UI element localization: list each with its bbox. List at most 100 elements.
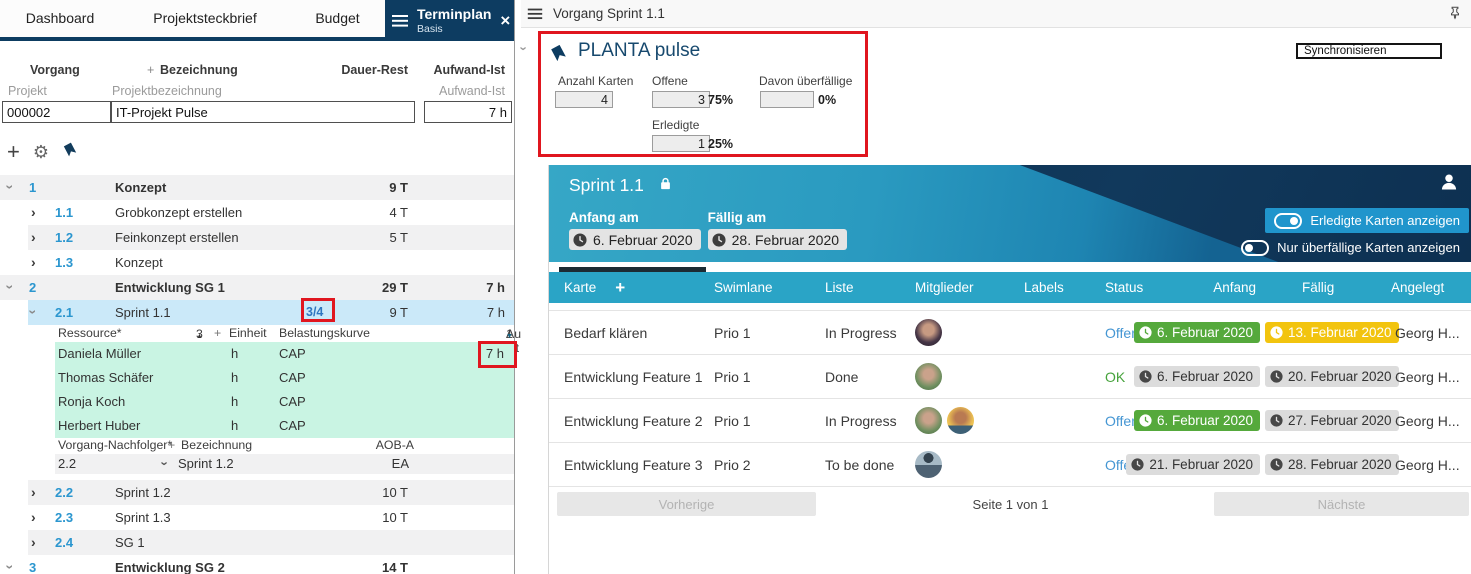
tree-row[interactable]: 2.4 SG 1 [0, 530, 514, 555]
filter-toggle[interactable]: Nur überfällige Karten anzeigen [1232, 235, 1469, 260]
tree-row[interactable]: 3 Entwicklung SG 2 14 T [0, 555, 514, 574]
task-number[interactable]: 1.3 [55, 255, 74, 270]
task-number[interactable]: 1.1 [55, 205, 74, 220]
chevron-icon[interactable] [31, 534, 46, 551]
menu-icon[interactable] [392, 14, 408, 27]
successor-add-icon[interactable]: + [168, 438, 176, 452]
chevron-icon[interactable] [31, 484, 46, 501]
successor-row[interactable]: 2.2 Sprint 1.2 EA [0, 454, 514, 474]
collapse-chevron-icon[interactable] [522, 40, 526, 58]
anzahl-karten-field[interactable] [555, 91, 613, 108]
col-status[interactable]: Status [1105, 280, 1144, 295]
tree-row[interactable]: 1.2 Feinkonzept erstellen 5 T [0, 225, 514, 250]
project-id-field[interactable] [2, 101, 111, 123]
card-title[interactable]: Bedarf klären [564, 324, 648, 341]
previous-page-button[interactable]: Vorherige [557, 492, 816, 516]
tree-row[interactable]: 1 Konzept 9 T [0, 175, 514, 200]
resource-title[interactable]: Ressource* [58, 326, 122, 340]
add-column-icon[interactable]: + [147, 63, 155, 77]
lock-icon[interactable] [658, 175, 673, 196]
col-vorgang[interactable]: Vorgang [30, 63, 80, 77]
card-title[interactable]: Entwicklung Feature 2 [564, 412, 703, 429]
toggle-icon[interactable] [1241, 239, 1270, 256]
project-aufwand-field[interactable] [424, 101, 512, 123]
user-icon[interactable] [1439, 172, 1459, 197]
col-liste[interactable]: Liste [825, 280, 854, 295]
offene-field[interactable] [652, 91, 710, 108]
chevron-icon[interactable] [31, 509, 46, 526]
col-belastungskurve[interactable]: Belastungskurve [279, 326, 370, 340]
chevron-icon[interactable] [8, 559, 23, 574]
pulse-flag-icon[interactable] [62, 141, 78, 163]
col-einheit[interactable]: Einheit [229, 326, 267, 340]
next-page-button[interactable]: Nächste [1214, 492, 1469, 516]
tree-row[interactable]: 1.1 Grobkonzept erstellen 4 T [0, 200, 514, 225]
card-title[interactable]: Entwicklung Feature 3 [564, 456, 703, 473]
col-aufwand-ist[interactable]: Aufwand-Ist [433, 63, 505, 77]
add-icon[interactable]: + [7, 139, 20, 164]
chevron-icon[interactable] [31, 229, 46, 246]
dropdown-chevron-icon[interactable] [163, 456, 167, 471]
chevron-icon[interactable] [8, 179, 23, 196]
avatar [915, 451, 942, 478]
chevron-icon[interactable] [31, 304, 46, 321]
col-anfang[interactable]: Anfang [1213, 280, 1256, 295]
task-number[interactable]: 2.2 [55, 485, 74, 500]
task-number[interactable]: 3 [29, 560, 37, 574]
tab-projektsteckbrief[interactable]: Projektsteckbrief [153, 10, 257, 26]
add-card-icon[interactable]: + [615, 277, 626, 297]
col-mitglieder[interactable]: Mitglieder [915, 280, 974, 295]
member-avatars [915, 319, 1024, 346]
col-angelegt[interactable]: Angelegt [1391, 280, 1445, 295]
col-swimlane[interactable]: Swimlane [714, 280, 773, 295]
erledigte-field[interactable] [652, 135, 710, 152]
card-row[interactable]: Entwicklung Feature 2 Prio 1 In Progress… [549, 399, 1471, 443]
task-number[interactable]: 2 [29, 280, 37, 295]
resource-add-icon[interactable]: + [214, 326, 222, 340]
col-faellig[interactable]: Fällig [1302, 280, 1335, 295]
tree-row[interactable]: 2.2 Sprint 1.2 10 T [0, 480, 514, 505]
pin-icon[interactable] [1448, 5, 1462, 23]
chevron-icon[interactable] [31, 204, 46, 221]
project-name-field[interactable] [111, 101, 415, 123]
card-row[interactable]: Entwicklung Feature 3 Prio 2 To be done … [549, 443, 1471, 487]
tab-terminplan[interactable]: Terminplan Basis × [385, 0, 514, 41]
task-number[interactable]: 2.1 [55, 305, 74, 320]
card-count-badge[interactable]: 3/4 [306, 305, 324, 319]
task-number[interactable]: 1.2 [55, 230, 74, 245]
menu-icon[interactable] [527, 8, 543, 19]
tree-row[interactable]: 2 Entwicklung SG 1 29 T 7 h [0, 275, 514, 300]
tab-dashboard[interactable]: Dashboard [25, 10, 95, 26]
successor-col-aob[interactable]: AOB-A [375, 438, 414, 452]
tab-budget[interactable]: Budget [315, 10, 360, 26]
tree-row[interactable]: 1.3 Konzept [0, 250, 514, 275]
card-row[interactable]: Entwicklung Feature 1 Prio 1 Done OK 6. … [549, 355, 1471, 399]
gear-icon[interactable]: ⚙ [32, 142, 49, 162]
chevron-icon[interactable] [31, 254, 46, 271]
ueberfaellige-field[interactable] [760, 91, 814, 108]
tree-row[interactable]: 2.1 Sprint 1.1 3/4 9 T 7 h [0, 300, 514, 325]
col-labels[interactable]: Labels [1024, 280, 1064, 295]
toggle-icon[interactable] [1274, 212, 1303, 229]
resource-row[interactable]: Daniela Müller h CAP 7 h [0, 342, 514, 366]
successor-col-bezeichnung[interactable]: Bezeichnung [181, 438, 253, 452]
close-icon[interactable]: × [500, 10, 511, 30]
card-row[interactable]: Bedarf klären Prio 1 In Progress Offen 6… [549, 311, 1471, 355]
col-bezeichnung[interactable]: Bezeichnung [160, 63, 238, 77]
sprint-start-date[interactable]: 6. Februar 2020 [569, 229, 701, 250]
resource-row[interactable]: Thomas Schäfer h CAP [0, 366, 514, 390]
task-number[interactable]: 2.3 [55, 510, 74, 525]
task-number[interactable]: 2.4 [55, 535, 74, 550]
resource-row[interactable]: Ronja Koch h CAP [0, 390, 514, 414]
filter-toggle[interactable]: Erledigte Karten anzeigen [1265, 208, 1469, 233]
sprint-due-date[interactable]: 28. Februar 2020 [707, 229, 848, 250]
synchronize-button[interactable]: Synchronisieren [1296, 43, 1442, 59]
chevron-icon[interactable] [8, 279, 23, 296]
col-dauer-rest[interactable]: Dauer-Rest [341, 63, 408, 77]
tree-row[interactable]: 2.3 Sprint 1.3 10 T [0, 505, 514, 530]
col-karte[interactable]: Karte [564, 280, 597, 295]
successor-title[interactable]: Vorgang-Nachfolger* [58, 438, 173, 452]
resource-row[interactable]: Herbert Huber h CAP [0, 414, 514, 438]
card-title[interactable]: Entwicklung Feature 1 [564, 368, 703, 385]
task-number[interactable]: 1 [29, 180, 37, 195]
